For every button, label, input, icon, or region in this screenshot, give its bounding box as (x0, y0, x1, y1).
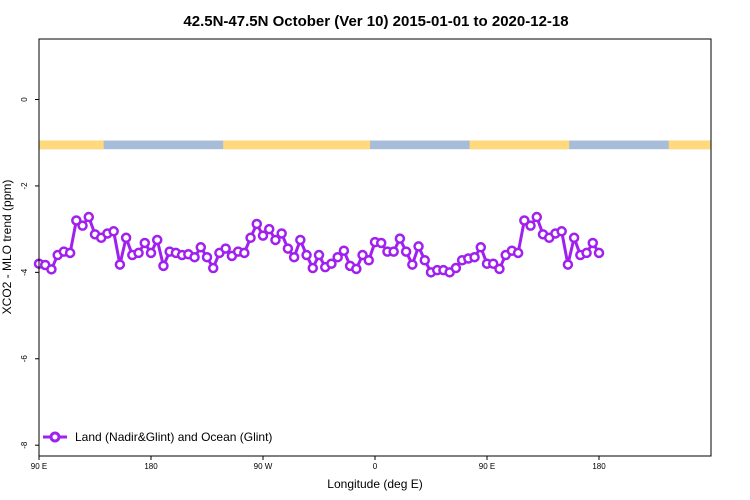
legend: Land (Nadir&Glint) and Ocean (Glint) (43, 430, 272, 444)
land-segment (469, 140, 570, 150)
x-tick-label: 90 E (31, 462, 47, 471)
x-tick-label: 180 (592, 462, 606, 471)
data-point (120, 232, 132, 244)
data-point (363, 254, 375, 266)
data-point (77, 220, 88, 231)
data-point (83, 211, 95, 223)
data-point (307, 262, 319, 274)
data-point (220, 243, 231, 254)
data-point (531, 211, 543, 223)
x-tick-label: 0 (373, 462, 378, 471)
data-point (270, 234, 281, 246)
data-point (556, 226, 567, 237)
data-point (263, 223, 275, 235)
legend-label: Land (Nadir&Glint) and Ocean (Glint) (75, 430, 272, 444)
series-layer (33, 211, 605, 278)
data-point (388, 246, 399, 257)
data-point (46, 264, 57, 275)
y-axis-label: XCO2 - MLO trend (ppm) (0, 180, 14, 315)
data-point (295, 234, 306, 246)
data-point (351, 263, 362, 275)
y-tick-label: -2 (20, 182, 29, 190)
data-point (581, 247, 592, 259)
data-point (64, 247, 76, 259)
data-point (251, 218, 263, 230)
data-point (158, 260, 169, 272)
data-point (139, 237, 151, 249)
y-tick-label: 0 (20, 97, 29, 102)
data-point (394, 233, 406, 244)
data-point (133, 247, 144, 259)
data-point (519, 215, 530, 226)
data-point (487, 258, 499, 269)
data-point (239, 247, 250, 259)
data-point (108, 226, 119, 237)
data-point (400, 246, 412, 257)
data-point (201, 251, 213, 263)
y-tick-label: -8 (20, 441, 29, 449)
data-point (301, 249, 312, 261)
data-point (357, 249, 368, 261)
data-point (313, 249, 325, 261)
data-point (587, 237, 599, 249)
data-point (326, 258, 337, 269)
data-point (151, 234, 163, 246)
x-tick-label: 90 W (254, 462, 273, 471)
x-tick-label: 180 (144, 462, 158, 471)
data-point (276, 228, 287, 239)
land-segment (223, 140, 371, 150)
land-segment (668, 140, 711, 150)
legend-marker (49, 431, 61, 443)
data-point (407, 259, 418, 270)
data-point (257, 230, 269, 241)
data-point (469, 251, 480, 263)
data-point (145, 247, 157, 259)
data-point (338, 245, 350, 256)
data-point (568, 232, 580, 244)
data-point (207, 262, 219, 274)
y-tick-label: -6 (20, 355, 29, 363)
data-point (282, 243, 294, 254)
plot-frame (38, 38, 712, 457)
chart-title: 42.5N-47.5N October (Ver 10) 2015-01-01 … (183, 13, 568, 30)
x-axis-label: Longitude (deg E) (327, 477, 422, 491)
data-point (494, 263, 505, 275)
y-tick-label: -4 (20, 268, 29, 276)
data-point (375, 237, 387, 249)
x-axis: 90 E 180 90 W 0 90 E 180 (31, 456, 606, 471)
y-axis: 0 -2 -4 -6 -8 (20, 97, 39, 449)
data-point (288, 251, 300, 263)
data-point (195, 242, 207, 253)
data-point (245, 232, 256, 244)
data-point (114, 259, 126, 270)
data-point (71, 215, 82, 226)
data-point (593, 247, 605, 259)
data-point (525, 220, 536, 231)
land-segment (39, 140, 104, 150)
data-point (413, 241, 424, 252)
x-tick-label: 90 E (479, 462, 495, 471)
data-point (419, 254, 431, 266)
data-point (475, 242, 487, 253)
data-point (189, 251, 200, 263)
ocean-band (39, 140, 711, 150)
data-point (512, 247, 524, 259)
surface-type-band (39, 140, 711, 150)
data-point (332, 251, 343, 263)
data-point (450, 262, 462, 274)
data-point (562, 259, 574, 270)
